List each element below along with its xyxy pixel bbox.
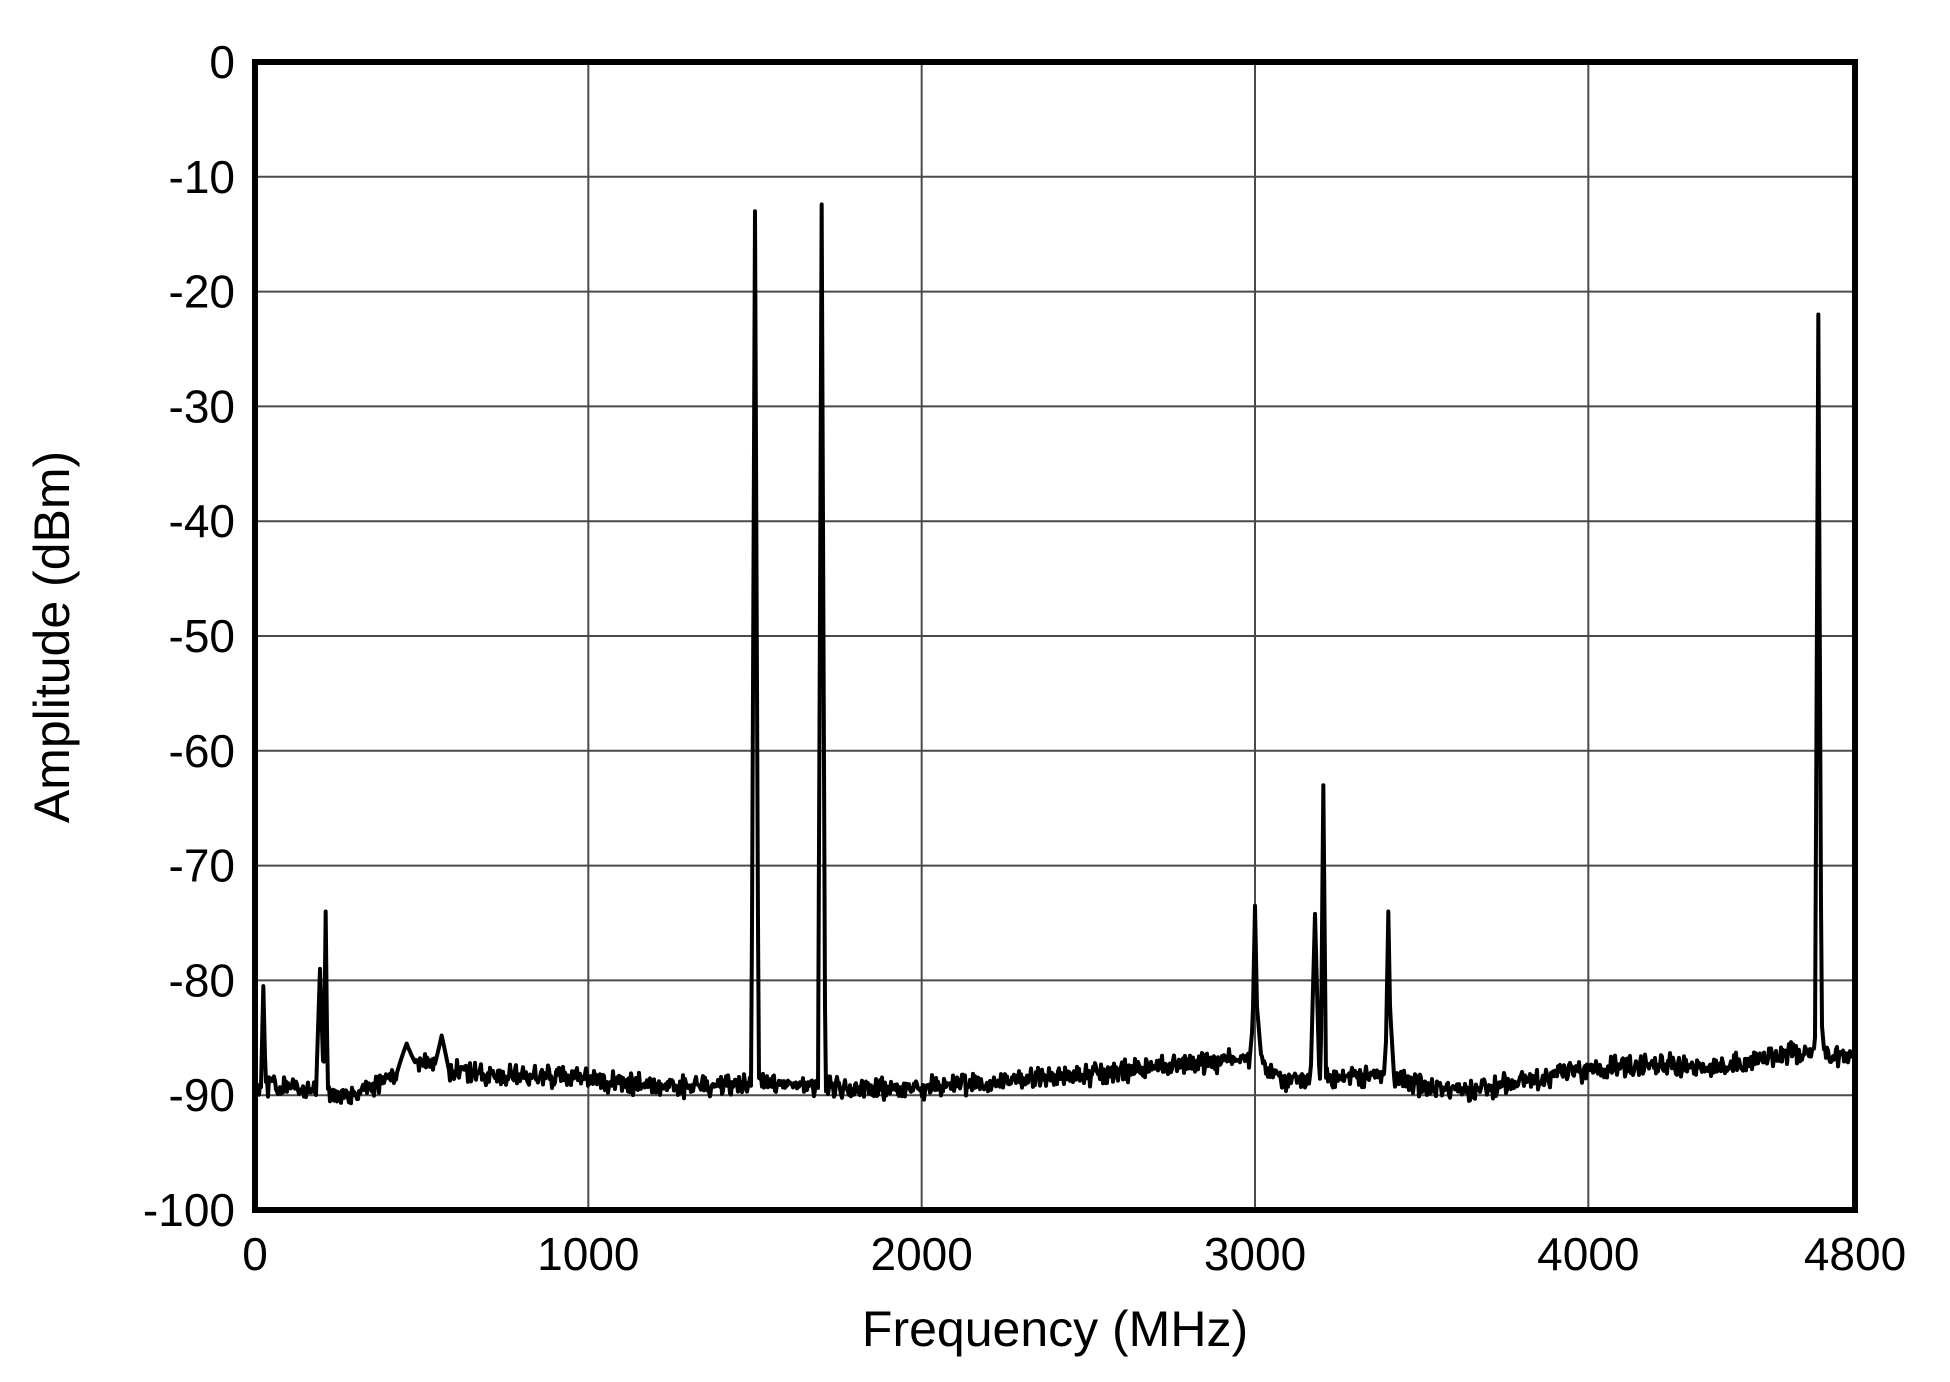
x-tick-label: 2000 — [870, 1228, 972, 1280]
x-tick-label: 3000 — [1204, 1228, 1306, 1280]
y-tick-label: -30 — [169, 380, 235, 432]
y-tick-label: -60 — [169, 725, 235, 777]
y-tick-label: -90 — [169, 1069, 235, 1121]
x-tick-label: 1000 — [537, 1228, 639, 1280]
y-tick-label: -80 — [169, 954, 235, 1006]
x-tick-label: 4800 — [1804, 1228, 1906, 1280]
y-tick-label: -100 — [143, 1184, 235, 1236]
y-tick-label: -10 — [169, 151, 235, 203]
y-tick-label: -40 — [169, 495, 235, 547]
x-axis-label: Frequency (MHz) — [861, 1301, 1249, 1357]
y-tick-label: -70 — [169, 840, 235, 892]
y-tick-label: -20 — [169, 266, 235, 318]
x-tick-label: 4000 — [1537, 1228, 1639, 1280]
y-tick-label: -50 — [169, 610, 235, 662]
y-axis-label: Amplitude (dBm) — [24, 450, 80, 824]
y-tick-label: 0 — [209, 36, 235, 88]
x-tick-label: 0 — [242, 1228, 268, 1280]
